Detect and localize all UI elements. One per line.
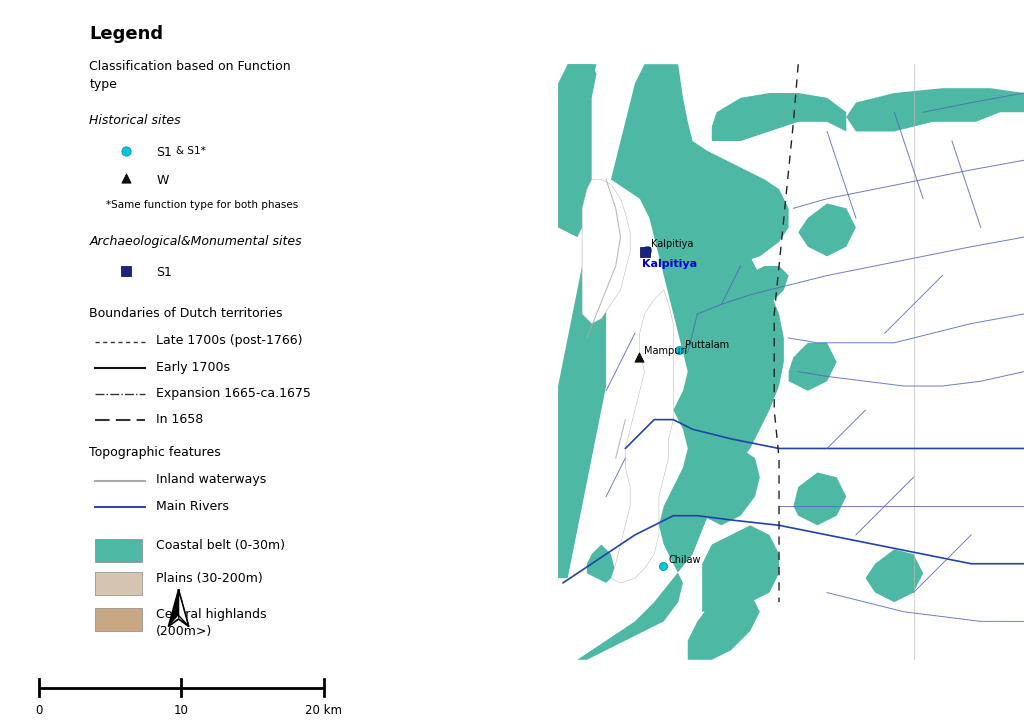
- Text: Chilaw: Chilaw: [669, 555, 700, 565]
- Polygon shape: [865, 550, 923, 602]
- Text: Puttalam: Puttalam: [685, 340, 729, 350]
- Polygon shape: [611, 290, 674, 583]
- Point: [636, 246, 652, 258]
- Text: Inland waterways: Inland waterways: [157, 473, 266, 487]
- Bar: [95, 572, 142, 595]
- Polygon shape: [678, 141, 788, 276]
- Text: Mampuri: Mampuri: [644, 346, 687, 356]
- Text: 10: 10: [174, 704, 188, 717]
- Text: 0: 0: [36, 704, 43, 717]
- Text: *Same function type for both phases: *Same function type for both phases: [106, 200, 298, 210]
- Polygon shape: [688, 592, 760, 660]
- Polygon shape: [692, 266, 788, 342]
- Text: Kalpitiya: Kalpitiya: [642, 259, 697, 269]
- Text: W: W: [157, 174, 169, 187]
- Polygon shape: [169, 590, 178, 626]
- Text: Plains (30-200m): Plains (30-200m): [157, 572, 263, 585]
- Polygon shape: [794, 473, 846, 526]
- Polygon shape: [712, 93, 846, 141]
- Polygon shape: [587, 285, 597, 300]
- Text: & S1*: & S1*: [176, 146, 206, 156]
- Text: Expansion 1665-ca.1675: Expansion 1665-ca.1675: [157, 387, 311, 400]
- Point: [639, 244, 655, 256]
- Polygon shape: [178, 590, 188, 626]
- Text: Central highlands
(200m>): Central highlands (200m>): [157, 608, 267, 638]
- Text: Classification based on Function
type: Classification based on Function type: [89, 60, 291, 90]
- Polygon shape: [788, 342, 837, 391]
- Point: [118, 172, 134, 184]
- Polygon shape: [558, 180, 606, 578]
- Polygon shape: [702, 526, 779, 612]
- Point: [118, 265, 134, 277]
- Point: [118, 145, 134, 156]
- Text: Topographic features: Topographic features: [89, 446, 221, 459]
- Text: Kalpitiya: Kalpitiya: [651, 239, 693, 249]
- Text: Archaeological&Monumental sites: Archaeological&Monumental sites: [89, 235, 302, 248]
- Point: [631, 351, 647, 363]
- Text: Coastal belt (0-30m): Coastal belt (0-30m): [157, 539, 286, 552]
- Text: Late 1700s (post-1766): Late 1700s (post-1766): [157, 334, 303, 348]
- Text: S1: S1: [157, 266, 172, 279]
- Polygon shape: [587, 237, 597, 256]
- Bar: [95, 608, 142, 631]
- Polygon shape: [567, 64, 597, 88]
- Point: [671, 345, 687, 356]
- Polygon shape: [702, 342, 779, 429]
- Polygon shape: [558, 64, 597, 237]
- Text: S1: S1: [157, 146, 172, 159]
- Polygon shape: [846, 88, 1024, 132]
- Text: Early 1700s: Early 1700s: [157, 361, 230, 374]
- Text: Main Rivers: Main Rivers: [157, 500, 229, 513]
- Point: [654, 560, 671, 571]
- Polygon shape: [558, 64, 783, 660]
- Text: In 1658: In 1658: [157, 413, 204, 426]
- Polygon shape: [799, 203, 856, 256]
- Polygon shape: [702, 448, 760, 526]
- Text: Historical sites: Historical sites: [89, 114, 181, 127]
- Text: Boundaries of Dutch territories: Boundaries of Dutch territories: [89, 307, 283, 320]
- Polygon shape: [582, 180, 630, 324]
- Polygon shape: [587, 544, 615, 583]
- Text: Legend: Legend: [89, 25, 164, 43]
- Bar: [95, 539, 142, 562]
- Text: 20 km: 20 km: [305, 704, 342, 717]
